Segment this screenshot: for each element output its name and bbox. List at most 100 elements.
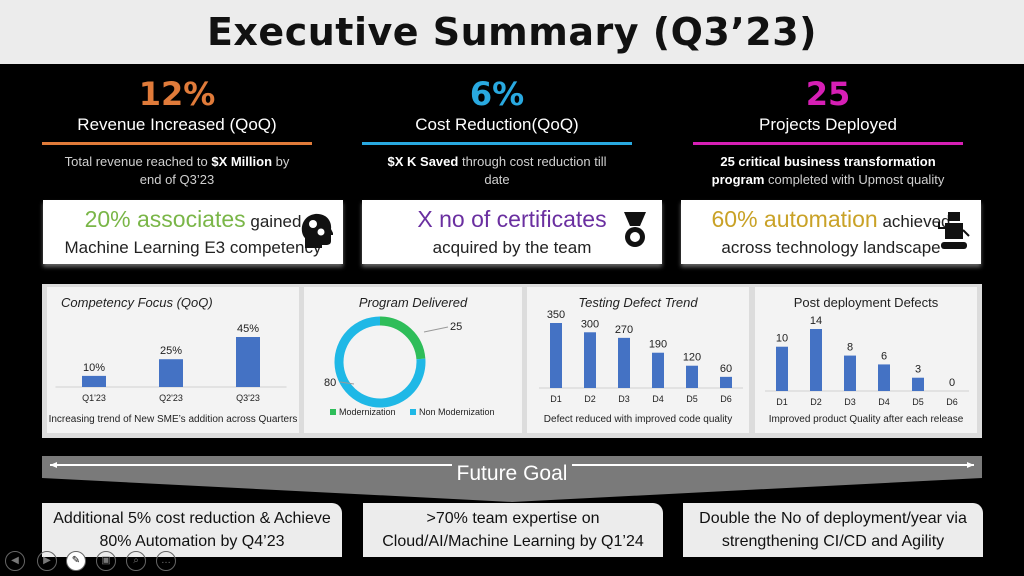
- bar: [82, 375, 106, 387]
- bar: [550, 323, 562, 388]
- kpi-value: 12%: [138, 75, 216, 113]
- highlight-ml: 20% associates gained Machine Learning E…: [43, 200, 343, 264]
- data-label: 350: [547, 309, 565, 321]
- data-label: 120: [683, 352, 701, 364]
- data-label: 14: [810, 315, 822, 327]
- future-goal-label: Future Goal: [456, 462, 568, 485]
- zoom-button[interactable]: ⌕: [126, 551, 146, 571]
- pen-tool-button[interactable]: ✎: [66, 551, 86, 571]
- kpi-cost: 6% Cost Reduction(QoQ) $X K Saved throug…: [362, 74, 632, 189]
- bar: [720, 376, 732, 388]
- kpi-sub: Total revenue reached to $X Million by e…: [64, 154, 290, 187]
- divider: [693, 142, 963, 145]
- kpi-value: 6%: [469, 75, 525, 113]
- bar: [652, 352, 664, 388]
- data-label: 25: [450, 321, 462, 333]
- tick-label: D4: [878, 397, 890, 407]
- chart-footnote: Improved product Quality after each rele…: [768, 414, 964, 425]
- kpi-label: Revenue Increased (QoQ): [77, 115, 277, 134]
- tick-label: Q1'23: [82, 393, 106, 403]
- bar: [686, 365, 698, 388]
- chart-footnote: Increasing trend of New SME’s addition a…: [48, 414, 298, 425]
- banner-chevron: [42, 456, 982, 502]
- chart-title: Competency Focus (QoQ): [61, 295, 213, 310]
- data-label: 3: [915, 364, 921, 376]
- next-slide-button[interactable]: ▶: [37, 551, 57, 571]
- tick-label: D3: [618, 394, 630, 404]
- chart-competency: Competency Focus (QoQ) 10% Q1'23 25% Q2'23 4…: [47, 287, 299, 433]
- kpi-revenue: 12% Revenue Increased (QoQ) Total revenu…: [42, 74, 312, 189]
- divider: [362, 142, 632, 145]
- bar: [844, 355, 856, 391]
- tick-label: Q3'23: [236, 393, 260, 403]
- tick-label: D2: [810, 397, 822, 407]
- leader-line: [423, 326, 449, 333]
- chart-footnote: Defect reduced with improved code qualit…: [543, 414, 733, 425]
- slide-title: Executive Summary (Q3’23): [206, 10, 818, 54]
- donut-slice: [379, 316, 426, 360]
- tick-label: D1: [776, 397, 788, 407]
- data-label: 270: [615, 324, 633, 336]
- data-label: 190: [649, 339, 667, 351]
- tick-label: D4: [652, 394, 664, 404]
- bar: [810, 329, 822, 391]
- leader-line: [339, 381, 355, 385]
- data-label: 8: [847, 342, 853, 354]
- data-label: 10%: [83, 362, 105, 374]
- divider: [42, 142, 312, 145]
- tick-label: D6: [720, 394, 732, 404]
- bar: [159, 359, 183, 387]
- bar: [776, 346, 788, 391]
- data-label: 10: [776, 333, 788, 345]
- kpi-value: 25: [805, 75, 851, 113]
- chart-title: Testing Defect Trend: [578, 295, 698, 310]
- future-goal-banner: Future Goal: [42, 456, 982, 502]
- chart-title: Program Delivered: [358, 295, 468, 310]
- more-options-button[interactable]: …: [156, 551, 176, 571]
- bar: [618, 337, 630, 388]
- donut-slice: [334, 316, 426, 408]
- robot-icon: [938, 212, 970, 249]
- slides-view-button[interactable]: ▣: [96, 551, 116, 571]
- bar: [912, 377, 924, 391]
- tick-label: D5: [912, 397, 924, 407]
- highlight-automation: 60% automation achieved across technolog…: [681, 200, 981, 264]
- data-label: 6: [881, 350, 887, 362]
- kpi-label: Cost Reduction(QoQ): [415, 115, 579, 134]
- bar: [584, 332, 596, 388]
- tick-label: D3: [844, 397, 856, 407]
- legend-label: Non Modernization: [419, 407, 495, 417]
- tick-label: D6: [946, 397, 958, 407]
- head-gears-icon: [301, 213, 333, 248]
- goal-card: >70% team expertise on Cloud/AI/Machine …: [363, 503, 663, 557]
- data-label: 0: [949, 377, 955, 389]
- legend-swatch: [330, 409, 336, 415]
- chart-testing-defects: Testing Defect Trend 350 D1 300 D2 270 D3 190 D…: [527, 287, 749, 433]
- chart-title: Post deployment Defects: [793, 295, 939, 310]
- goal-card: Double the No of deployment/year via str…: [683, 503, 983, 557]
- legend-label: Modernization: [339, 407, 396, 417]
- data-label: 300: [581, 318, 599, 330]
- highlight-certificates: X no of certificates acquired by the tea…: [362, 200, 662, 264]
- chart-program: Program Delivered 25 80 Modernization Non M…: [304, 287, 522, 433]
- bar: [878, 364, 890, 391]
- kpi-projects: 25 Projects Deployed 25 critical busines…: [693, 74, 963, 189]
- chart-post-deployment: Post deployment Defects 10 D1 14 D2 8 D3 6 D4 3 D…: [755, 287, 977, 433]
- tick-label: D2: [584, 394, 596, 404]
- data-label: 80: [324, 377, 336, 389]
- title-bar: Executive Summary (Q3’23): [0, 0, 1024, 64]
- legend-swatch: [410, 409, 416, 415]
- tick-label: Q2'23: [159, 393, 183, 403]
- data-label: 45%: [237, 323, 259, 335]
- bar: [236, 337, 260, 387]
- kpi-label: Projects Deployed: [759, 115, 897, 134]
- previous-slide-button[interactable]: ◀: [5, 551, 25, 571]
- tick-label: D1: [550, 394, 562, 404]
- tick-label: D5: [686, 394, 698, 404]
- data-label: 25%: [160, 345, 182, 357]
- data-label: 60: [720, 363, 732, 375]
- charts-panel: Competency Focus (QoQ) 10% Q1'23 25% Q2'23 4…: [42, 284, 982, 438]
- goal-card: Additional 5% cost reduction & Achieve 8…: [42, 503, 342, 557]
- medal-icon: [624, 212, 646, 247]
- kpi-sub: $X K Saved through cost reduction till d…: [387, 154, 607, 187]
